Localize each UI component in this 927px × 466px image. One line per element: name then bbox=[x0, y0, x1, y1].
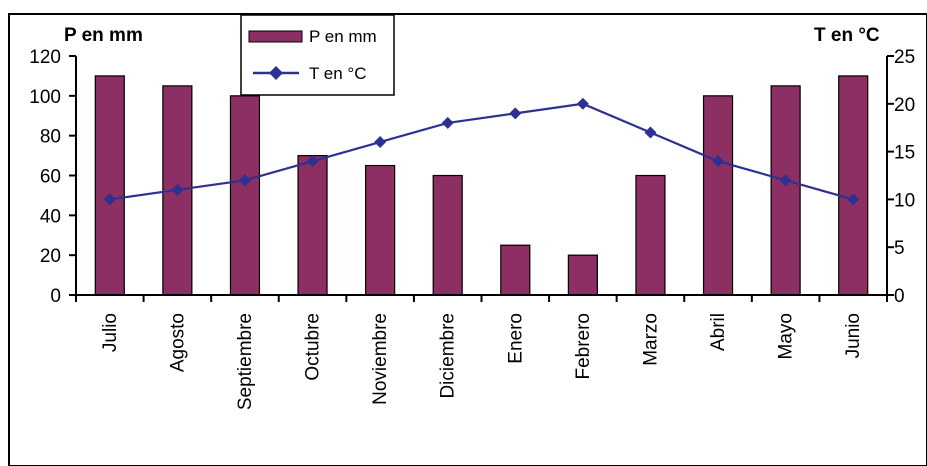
x-axis-label-marzo: Marzo bbox=[640, 313, 661, 366]
x-axis-label-junio: Junio bbox=[843, 313, 864, 358]
temperature-point-septiembre bbox=[238, 174, 251, 187]
right-axis-tick-label: 5 bbox=[894, 238, 905, 259]
temperature-point-julio bbox=[103, 193, 116, 206]
bar-enero bbox=[500, 244, 531, 296]
temperature-point-abril bbox=[712, 155, 725, 168]
bar-noviembre bbox=[365, 164, 396, 296]
temperature-point-octubre bbox=[306, 155, 319, 168]
x-axis-label-enero: Enero bbox=[505, 313, 526, 364]
temperature-line bbox=[109, 102, 854, 201]
right-axis-tick-label: 10 bbox=[894, 190, 915, 211]
temperature-point-diciembre bbox=[441, 116, 454, 129]
bar-diciembre bbox=[432, 174, 463, 296]
right-axis-title: T en °C bbox=[814, 25, 880, 46]
bar-octubre bbox=[297, 154, 328, 296]
bars-series bbox=[94, 75, 869, 296]
legend: P en mm T en °C bbox=[240, 14, 395, 96]
temperature-point-junio bbox=[847, 193, 860, 206]
x-axis-label-agosto: Agosto bbox=[167, 313, 188, 372]
bar-julio bbox=[94, 75, 125, 296]
temperature-point-febrero bbox=[576, 97, 589, 110]
x-axis-label-mayo: Mayo bbox=[776, 313, 797, 359]
legend-precipitation-swatch bbox=[248, 30, 303, 43]
legend-temperature-label: T en °C bbox=[309, 64, 367, 83]
x-axis-label-diciembre: Diciembre bbox=[438, 313, 459, 399]
x-axis-label-julio: Julio bbox=[100, 313, 121, 352]
bar-mayo bbox=[770, 85, 801, 296]
temperature-point-enero bbox=[509, 107, 522, 120]
bar-marzo bbox=[635, 174, 666, 296]
bar-febrero bbox=[567, 254, 598, 296]
x-axis-label-octubre: Octubre bbox=[303, 313, 324, 381]
legend-frame bbox=[240, 14, 395, 96]
right-axis-tick-label: 20 bbox=[894, 95, 915, 116]
right-axis-tick-label: 15 bbox=[894, 143, 915, 164]
x-axis-label-noviembre: Noviembre bbox=[370, 313, 391, 405]
right-axis: 0 5 10 15 20 25 bbox=[886, 47, 915, 307]
temperature-point-agosto bbox=[171, 183, 184, 196]
legend-precipitation-label: P en mm bbox=[309, 27, 377, 46]
legend-temperature-marker bbox=[269, 66, 283, 80]
left-axis-tick-label: 60 bbox=[40, 167, 61, 188]
bar-abril bbox=[702, 95, 734, 296]
left-axis-title: P en mm bbox=[64, 25, 143, 46]
right-axis-tick-label: 0 bbox=[894, 286, 905, 307]
bar-junio bbox=[838, 75, 869, 296]
left-axis-tick-label: 80 bbox=[40, 127, 61, 148]
left-axis-tick-label: 120 bbox=[29, 47, 61, 68]
x-axis-label-septiembre: Septiembre bbox=[235, 313, 256, 410]
bar-septiembre bbox=[229, 95, 261, 296]
temperature-point-marzo bbox=[644, 126, 657, 139]
temperature-point-noviembre bbox=[374, 136, 387, 149]
left-axis-tick-label: 100 bbox=[29, 87, 61, 108]
left-axis-tick-label: 40 bbox=[40, 206, 61, 227]
left-axis: 0 20 40 60 80 100 120 bbox=[29, 47, 77, 307]
left-axis-tick-label: 20 bbox=[40, 246, 61, 267]
line-series bbox=[103, 97, 860, 206]
right-axis-tick-label: 25 bbox=[894, 47, 915, 68]
left-axis-tick-label: 0 bbox=[50, 286, 61, 307]
x-axis-label-febrero: Febrero bbox=[573, 313, 594, 380]
x-axis: Julio Agosto Septiembre Octubre Noviembre Dic… bbox=[75, 294, 888, 410]
x-axis-label-abril: Abril bbox=[708, 313, 729, 351]
temperature-point-mayo bbox=[779, 174, 792, 187]
